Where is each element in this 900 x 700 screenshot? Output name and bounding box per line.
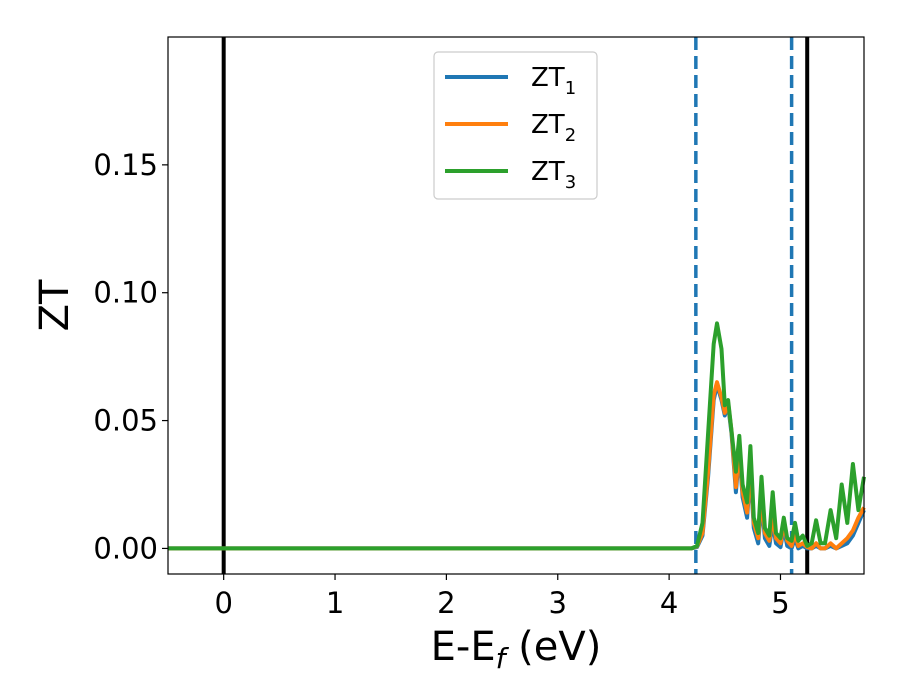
- legend-label-1: ZT1: [531, 63, 576, 99]
- legend-box: [433, 51, 598, 200]
- y-axis-ticks: 0.00 0.05 0.10 0.15: [93, 148, 168, 565]
- y-tick-label: 0.10: [93, 276, 158, 310]
- x-tick-label: 1: [326, 586, 344, 620]
- x-tick-label: 4: [660, 586, 678, 620]
- legend: ZT1 ZT2 ZT3: [433, 51, 598, 200]
- legend-label-2: ZT2: [531, 110, 576, 146]
- x-tick-label: 0: [214, 586, 232, 620]
- y-tick-label: 0.15: [93, 148, 158, 182]
- plot-area-frame: [167, 36, 865, 575]
- y-axis-title: ZT: [32, 279, 78, 331]
- series-lines: [168, 321, 866, 551]
- x-tick-label: 3: [549, 586, 567, 620]
- x-tick-label: 2: [437, 586, 455, 620]
- x-tick-label: 5: [771, 586, 789, 620]
- y-tick-label: 0.00: [93, 531, 158, 565]
- reference-lines: [221, 37, 810, 574]
- x-axis-ticks: 0 1 2 3 4 5: [214, 574, 790, 620]
- series-line-3: [168, 321, 866, 551]
- y-tick-label: 0.05: [93, 404, 158, 438]
- legend-label-3: ZT3: [531, 157, 576, 193]
- x-axis-title: E-Ef (eV): [431, 624, 602, 675]
